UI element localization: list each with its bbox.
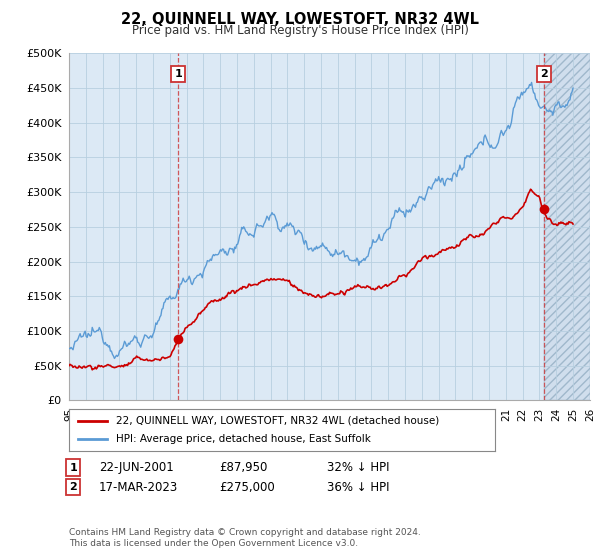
Text: 22-JUN-2001: 22-JUN-2001 — [99, 461, 174, 474]
Bar — [544, 53, 590, 400]
Text: Contains HM Land Registry data © Crown copyright and database right 2024.: Contains HM Land Registry data © Crown c… — [69, 528, 421, 536]
Text: This data is licensed under the Open Government Licence v3.0.: This data is licensed under the Open Gov… — [69, 539, 358, 548]
Text: 1: 1 — [70, 463, 77, 473]
Text: 32% ↓ HPI: 32% ↓ HPI — [327, 461, 389, 474]
Text: 2: 2 — [70, 482, 77, 492]
Text: 22, QUINNELL WAY, LOWESTOFT, NR32 4WL: 22, QUINNELL WAY, LOWESTOFT, NR32 4WL — [121, 12, 479, 27]
Text: Price paid vs. HM Land Registry's House Price Index (HPI): Price paid vs. HM Land Registry's House … — [131, 24, 469, 36]
Text: £275,000: £275,000 — [219, 480, 275, 494]
Text: 36% ↓ HPI: 36% ↓ HPI — [327, 480, 389, 494]
Text: 22, QUINNELL WAY, LOWESTOFT, NR32 4WL (detached house): 22, QUINNELL WAY, LOWESTOFT, NR32 4WL (d… — [116, 416, 439, 426]
Text: 2: 2 — [540, 69, 547, 79]
Text: 17-MAR-2023: 17-MAR-2023 — [99, 480, 178, 494]
Bar — [544, 53, 590, 400]
Text: HPI: Average price, detached house, East Suffolk: HPI: Average price, detached house, East… — [116, 434, 371, 444]
Text: 1: 1 — [175, 69, 182, 79]
Text: £87,950: £87,950 — [219, 461, 268, 474]
